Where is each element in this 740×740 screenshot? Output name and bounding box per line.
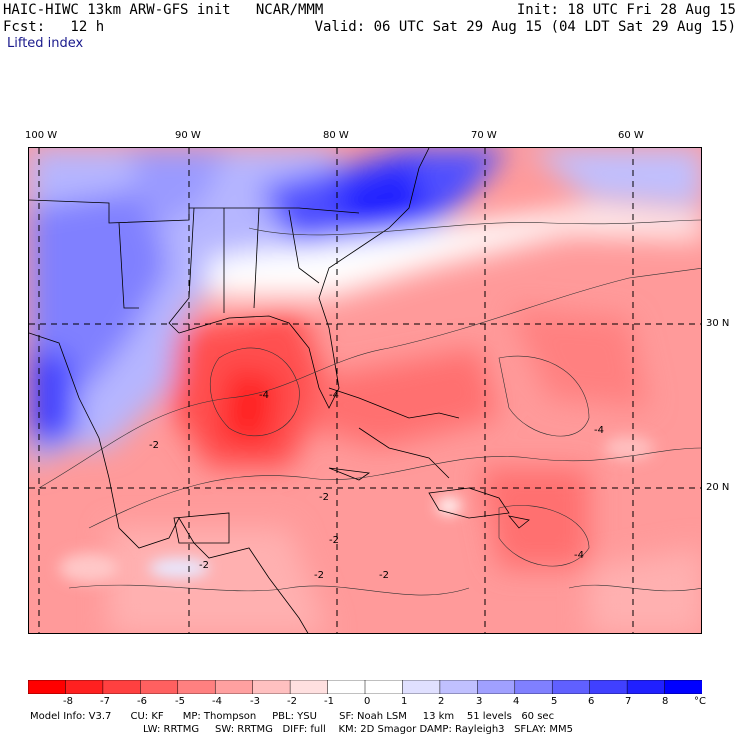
contour-label: -2 <box>319 492 329 503</box>
model-title: HAIC-HIWC 13km ARW-GFS init NCAR/MMM <box>3 2 324 18</box>
colorbar-swatch <box>626 680 666 694</box>
colorbar-tick: 5 <box>551 696 558 707</box>
colorbar-tick: 8 <box>662 696 669 707</box>
colorbar <box>28 680 702 694</box>
colorbar-swatch <box>364 680 404 694</box>
colorbar-swatch <box>589 680 628 694</box>
field-shading <box>29 148 701 633</box>
colorbar-swatch <box>477 680 516 694</box>
colorbar-tick: 1 <box>401 696 408 707</box>
colorbar-tick: -4 <box>212 696 222 707</box>
model-info-line2: LW: RRTMG SW: RRTMG DIFF: full KM: 2D Sm… <box>143 724 573 735</box>
colorbar-swatch <box>289 680 329 694</box>
colorbar-swatch <box>514 680 553 694</box>
colorbar-swatch <box>327 680 366 694</box>
contour-label: -4 <box>259 390 269 401</box>
contour-label: -4 <box>574 550 584 561</box>
colorbar-swatch <box>65 680 104 694</box>
colorbar-unit: °C <box>694 696 706 707</box>
field-detail <box>59 436 654 583</box>
graticule <box>29 148 701 633</box>
contour-label: -2 <box>149 440 159 451</box>
contour-label: -4 <box>329 390 339 401</box>
colorbar-tick: -2 <box>287 696 297 707</box>
colorbar-swatch <box>28 680 67 694</box>
lon-label-60w: 60 W <box>618 130 644 141</box>
forecast-hour: Fcst: 12 h <box>3 19 105 35</box>
colorbar-swatch <box>140 680 179 694</box>
colorbar-tick: -6 <box>137 696 147 707</box>
lon-label-90w: 90 W <box>175 130 201 141</box>
map-canvas: -2 -2 -4 -2 -4 -2 -2 -4 -2 -4 <box>29 148 701 633</box>
colorbar-tick: 4 <box>513 696 520 707</box>
colorbar-tick: -8 <box>63 696 73 707</box>
colorbar-tick: -3 <box>250 696 260 707</box>
lon-label-80w: 80 W <box>323 130 349 141</box>
colorbar-tick: 3 <box>476 696 483 707</box>
contour-label: -2 <box>199 560 209 571</box>
colorbar-swatch <box>439 680 479 694</box>
contours <box>38 219 701 596</box>
contour-label: -4 <box>594 425 604 436</box>
field-name: Lifted index <box>7 36 84 51</box>
colorbar-swatch <box>402 680 441 694</box>
contour-label: -2 <box>329 535 339 546</box>
init-time: Init: 18 UTC Fri 28 Aug 15 <box>516 2 736 18</box>
colorbar-swatch <box>102 680 142 694</box>
valid-time: Valid: 06 UTC Sat 29 Aug 15 (04 LDT Sat … <box>314 19 736 35</box>
contour-label: -2 <box>314 570 324 581</box>
colorbar-tick: -1 <box>324 696 334 707</box>
colorbar-swatch <box>551 680 591 694</box>
colorbar-swatch <box>177 680 216 694</box>
lon-label-100w: 100 W <box>25 130 58 141</box>
colorbar-tick: 2 <box>438 696 445 707</box>
colorbar-tick: -7 <box>100 696 110 707</box>
colorbar-swatch <box>664 680 702 694</box>
colorbar-tick: 0 <box>364 696 371 707</box>
lat-label-20n: 20 N <box>706 482 730 493</box>
colorbar-swatch <box>214 680 254 694</box>
colorbar-tick: 6 <box>588 696 595 707</box>
colorbar-tick: -5 <box>175 696 185 707</box>
lifted-index-map: -2 -2 -4 -2 -4 -2 -2 -4 -2 -4 <box>28 147 702 634</box>
lat-label-30n: 30 N <box>706 318 730 329</box>
contour-label: -2 <box>379 570 389 581</box>
colorbar-swatch <box>252 680 291 694</box>
model-info-line1: Model Info: V3.7 CU: KF MP: Thompson PBL… <box>30 711 555 722</box>
lon-label-70w: 70 W <box>471 130 497 141</box>
contour-label-group: -2 -2 -4 -2 -4 -2 -2 -4 -2 -4 <box>149 390 604 581</box>
colorbar-tick: 7 <box>625 696 632 707</box>
